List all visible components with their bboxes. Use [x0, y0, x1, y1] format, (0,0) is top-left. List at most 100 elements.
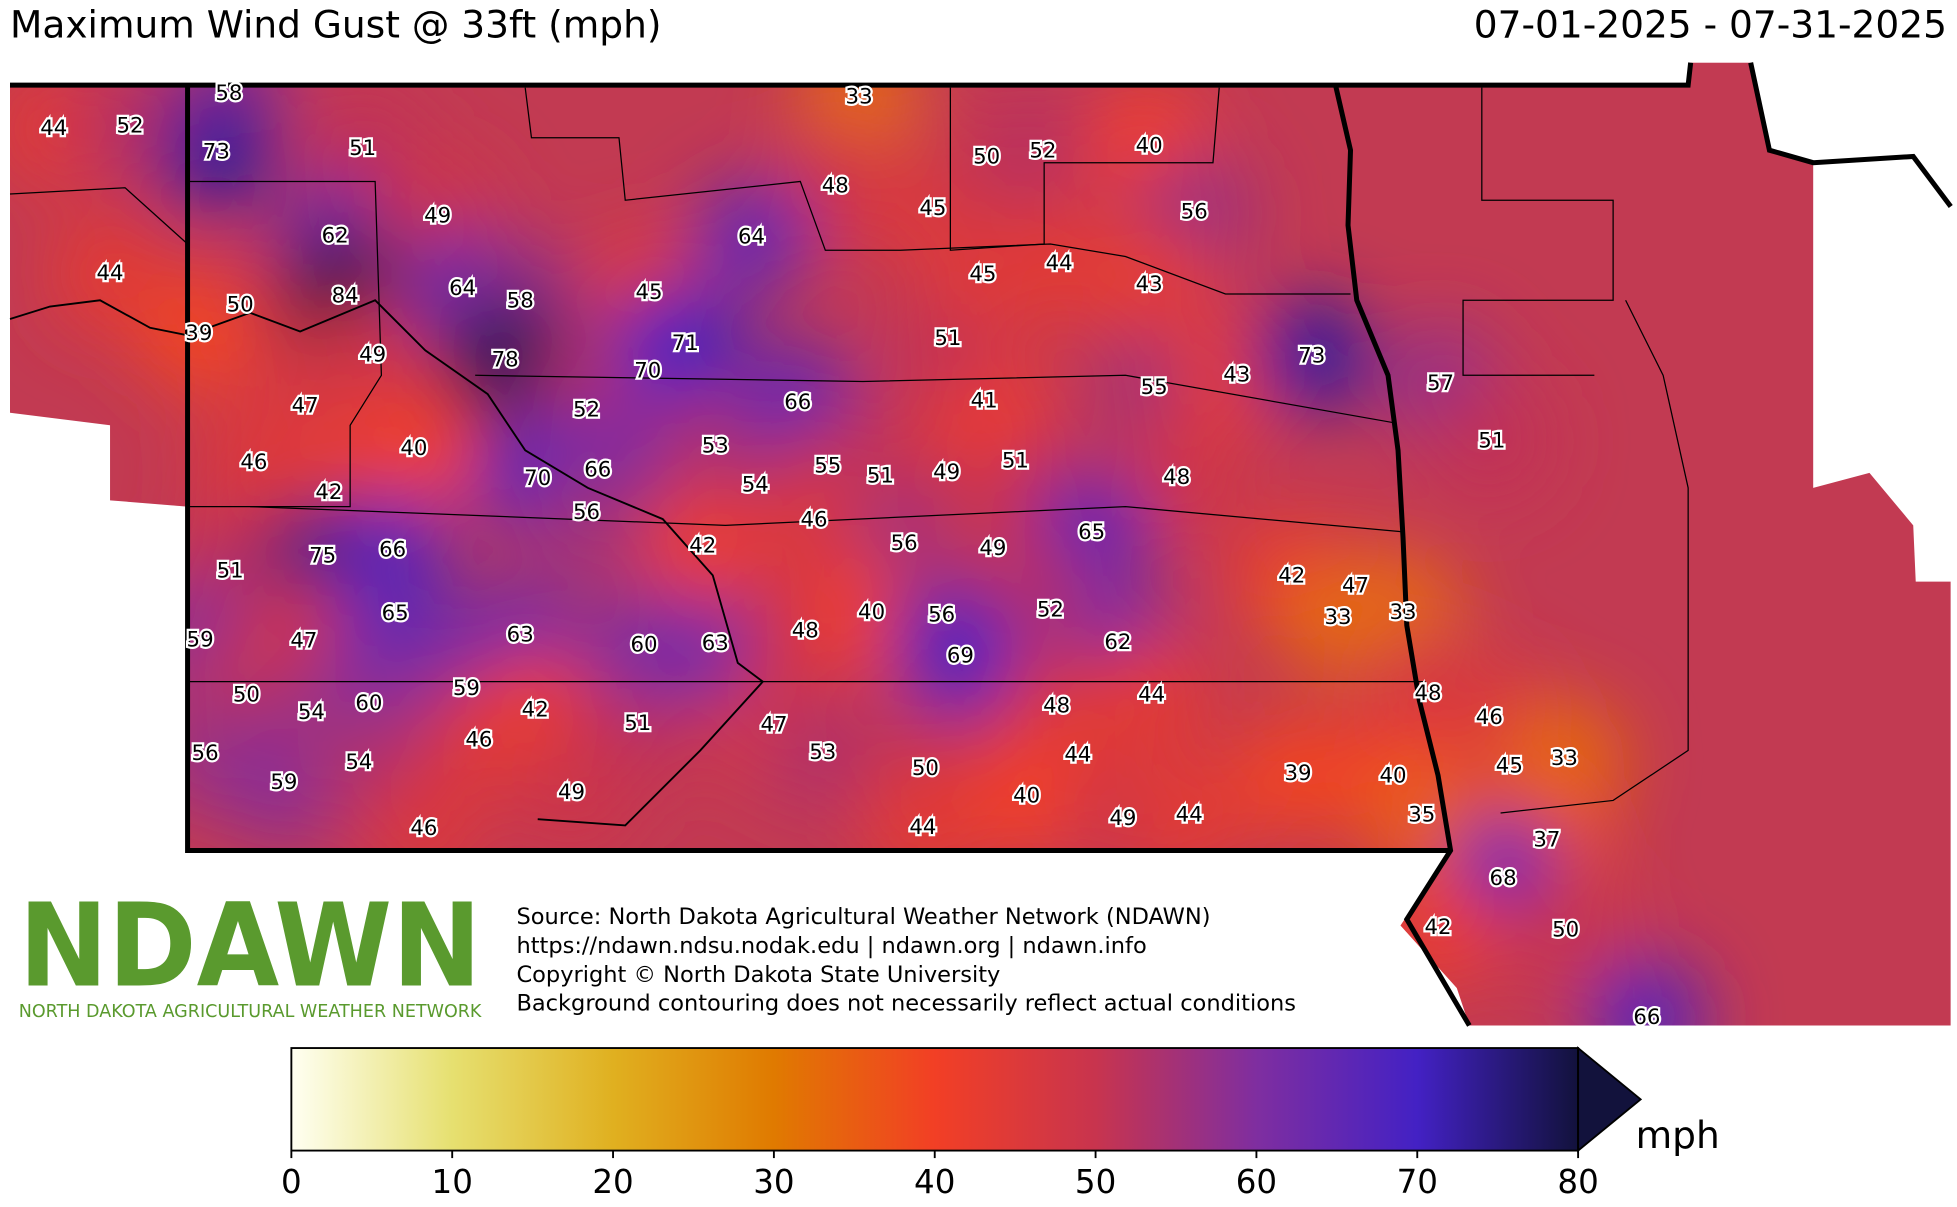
station-value: 68	[1490, 866, 1517, 891]
station-value: 69	[947, 644, 974, 669]
station-labels: 44 52 58 73 51 62 44 50 84 39 49 49 64 58 78 47 40 46 42 51…	[38, 79, 1663, 1032]
heat-blob	[642, 486, 763, 607]
station-value: 46	[410, 816, 437, 841]
station-value: 46	[240, 450, 267, 475]
station-value: 50	[227, 292, 254, 317]
station-value: 59	[453, 676, 480, 701]
station-value: 73	[1298, 344, 1325, 369]
station-value: 50	[912, 756, 939, 781]
colorbar-tick-label: 0	[281, 1163, 302, 1201]
station-value: 66	[584, 457, 611, 482]
station-value: 50	[973, 145, 1000, 170]
station-value: 45	[1496, 754, 1523, 779]
map-title: Maximum Wind Gust @ 33ft (mph)	[10, 3, 662, 47]
station-value: 39	[1284, 761, 1311, 786]
heat-blob	[1116, 417, 1237, 538]
colorbar-tick-label: 70	[1397, 1163, 1438, 1201]
station-value: 59	[270, 770, 297, 795]
station-value: 39	[185, 321, 212, 346]
station-value: 84	[332, 284, 359, 309]
station-value: 42	[522, 697, 549, 722]
colorbar-tick-label: 20	[592, 1163, 633, 1201]
heat-blob	[999, 203, 1120, 325]
station-value: 59	[187, 627, 214, 652]
station-value: 42	[1425, 915, 1452, 940]
heat-blob	[335, 554, 456, 675]
station-value: 66	[784, 390, 811, 415]
station-value: 45	[969, 262, 996, 287]
station-value: 40	[858, 600, 885, 625]
station-value: 48	[822, 173, 849, 198]
station-value: 47	[1342, 574, 1369, 599]
station-value: 48	[1043, 694, 1070, 719]
heat-blob	[526, 452, 647, 573]
station-value: 33	[1390, 600, 1417, 625]
boundaries	[9, 62, 1953, 1027]
station-value: 42	[689, 534, 716, 559]
station-value: 58	[215, 81, 242, 106]
station-value: 60	[630, 632, 657, 657]
station-value: 65	[1078, 520, 1105, 545]
heat-blob	[1129, 755, 1250, 876]
station-value: 51	[867, 464, 894, 489]
station-value: 56	[573, 500, 600, 525]
colorbar-fill	[290, 1047, 1580, 1152]
station-value: 52	[1029, 138, 1056, 163]
station-value: 64	[449, 276, 476, 301]
heat-blob	[1586, 958, 1707, 1026]
station-value: 52	[117, 113, 144, 138]
source-line: Source: North Dakota Agricultural Weathe…	[516, 904, 1210, 930]
station-value: 56	[192, 741, 219, 766]
station-value: 51	[934, 326, 961, 351]
colorbar-extend	[1577, 1046, 1643, 1153]
station-value: 75	[309, 544, 336, 569]
station-value: 51	[349, 136, 376, 161]
station-value: 48	[792, 619, 819, 644]
station-value: 45	[635, 280, 662, 305]
logo: NDAWN NORTH DAKOTA AGRICULTURAL WEATHER …	[19, 880, 483, 1022]
station-value: 47	[292, 394, 319, 419]
station-value: 46	[801, 507, 828, 532]
station-value: 51	[1002, 449, 1029, 474]
station-value: 64	[738, 225, 765, 250]
station-value: 40	[1380, 764, 1407, 789]
station-value: 40	[400, 436, 427, 461]
station-value: 70	[524, 466, 551, 491]
heat-blob	[982, 91, 1103, 212]
station-value: 49	[933, 460, 960, 485]
station-value: 46	[465, 727, 492, 752]
station-value: 46	[1476, 705, 1503, 730]
colorbar-unit: mph	[1636, 1113, 1720, 1157]
station-value: 70	[634, 359, 661, 384]
station-value: 55	[814, 454, 841, 479]
station-value: 48	[1163, 465, 1190, 490]
station-value: 51	[1478, 429, 1505, 454]
source-line: Background contouring does not necessari…	[516, 991, 1296, 1017]
heat-blob	[1237, 714, 1359, 835]
station-value: 66	[1633, 1005, 1660, 1030]
colorbar-tick-label: 30	[753, 1163, 794, 1201]
station-value: 52	[1037, 597, 1064, 622]
station-value: 44	[1138, 682, 1165, 707]
station-value: 44	[909, 815, 936, 840]
colorbar-tick-label: 60	[1236, 1163, 1277, 1201]
station-value: 56	[1181, 200, 1208, 225]
station-value: 43	[1136, 272, 1163, 297]
station-value: 40	[1136, 133, 1163, 158]
heat-blob	[1431, 381, 1552, 502]
station-value: 73	[203, 140, 230, 165]
station-value: 48	[1415, 681, 1442, 706]
station-value: 33	[1324, 605, 1351, 630]
station-value: 71	[672, 331, 699, 356]
station-value: 49	[1109, 806, 1136, 831]
colorbar: 0 10 20 30 40 50 60 70 80 mph	[281, 1046, 1720, 1201]
logo-title: NDAWN	[19, 880, 482, 1014]
station-value: 54	[742, 472, 769, 497]
source-line: Copyright © North Dakota State Universit…	[516, 962, 1000, 988]
station-value: 44	[1064, 742, 1091, 767]
colorbar-tick-label: 40	[914, 1163, 955, 1201]
heat-blob	[900, 596, 1021, 717]
station-value: 42	[315, 480, 342, 505]
station-value: 54	[345, 750, 372, 775]
